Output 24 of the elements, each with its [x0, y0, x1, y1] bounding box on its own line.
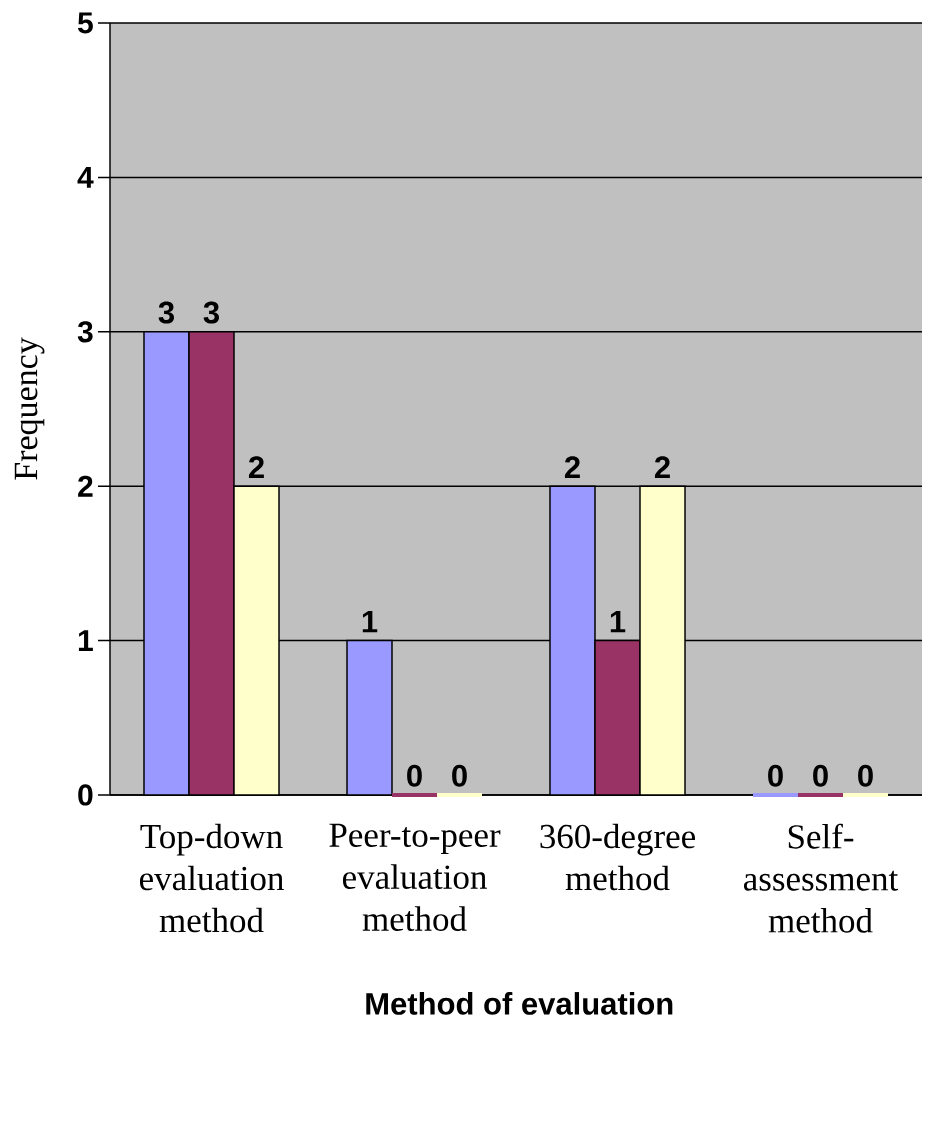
data-label: 3: [203, 301, 219, 324]
data-label: 0: [407, 764, 422, 787]
x-tick-label: Self-assessment method: [743, 823, 899, 933]
y-tick-label: 1: [78, 630, 93, 651]
y-tick-label: 0: [78, 784, 93, 806]
data-label: 2: [248, 456, 264, 478]
data-label: 0: [452, 764, 467, 787]
y-tick-label: 3: [77, 321, 93, 343]
data-label: 1: [362, 611, 378, 633]
x-tick-label: 360-degree method: [540, 823, 696, 891]
y-tick-label: 2: [78, 475, 93, 497]
data-label: 0: [768, 764, 783, 787]
x-tick-label: Top-down evaluation method: [139, 823, 284, 933]
data-label: 0: [813, 764, 828, 787]
x-axis-title: Method of evaluation: [366, 992, 673, 1015]
y-tick-label: 5: [77, 12, 93, 34]
x-tick-label: Peer-to-peer evaluation method: [329, 823, 501, 931]
y-axis-title: Frequency: [14, 337, 45, 480]
data-label: 0: [858, 764, 873, 787]
data-label: 1: [610, 611, 626, 633]
y-tick-label: 4: [77, 167, 94, 188]
data-label: 2: [654, 456, 670, 478]
data-label: 3: [158, 301, 174, 324]
data-label: 2: [564, 456, 580, 478]
